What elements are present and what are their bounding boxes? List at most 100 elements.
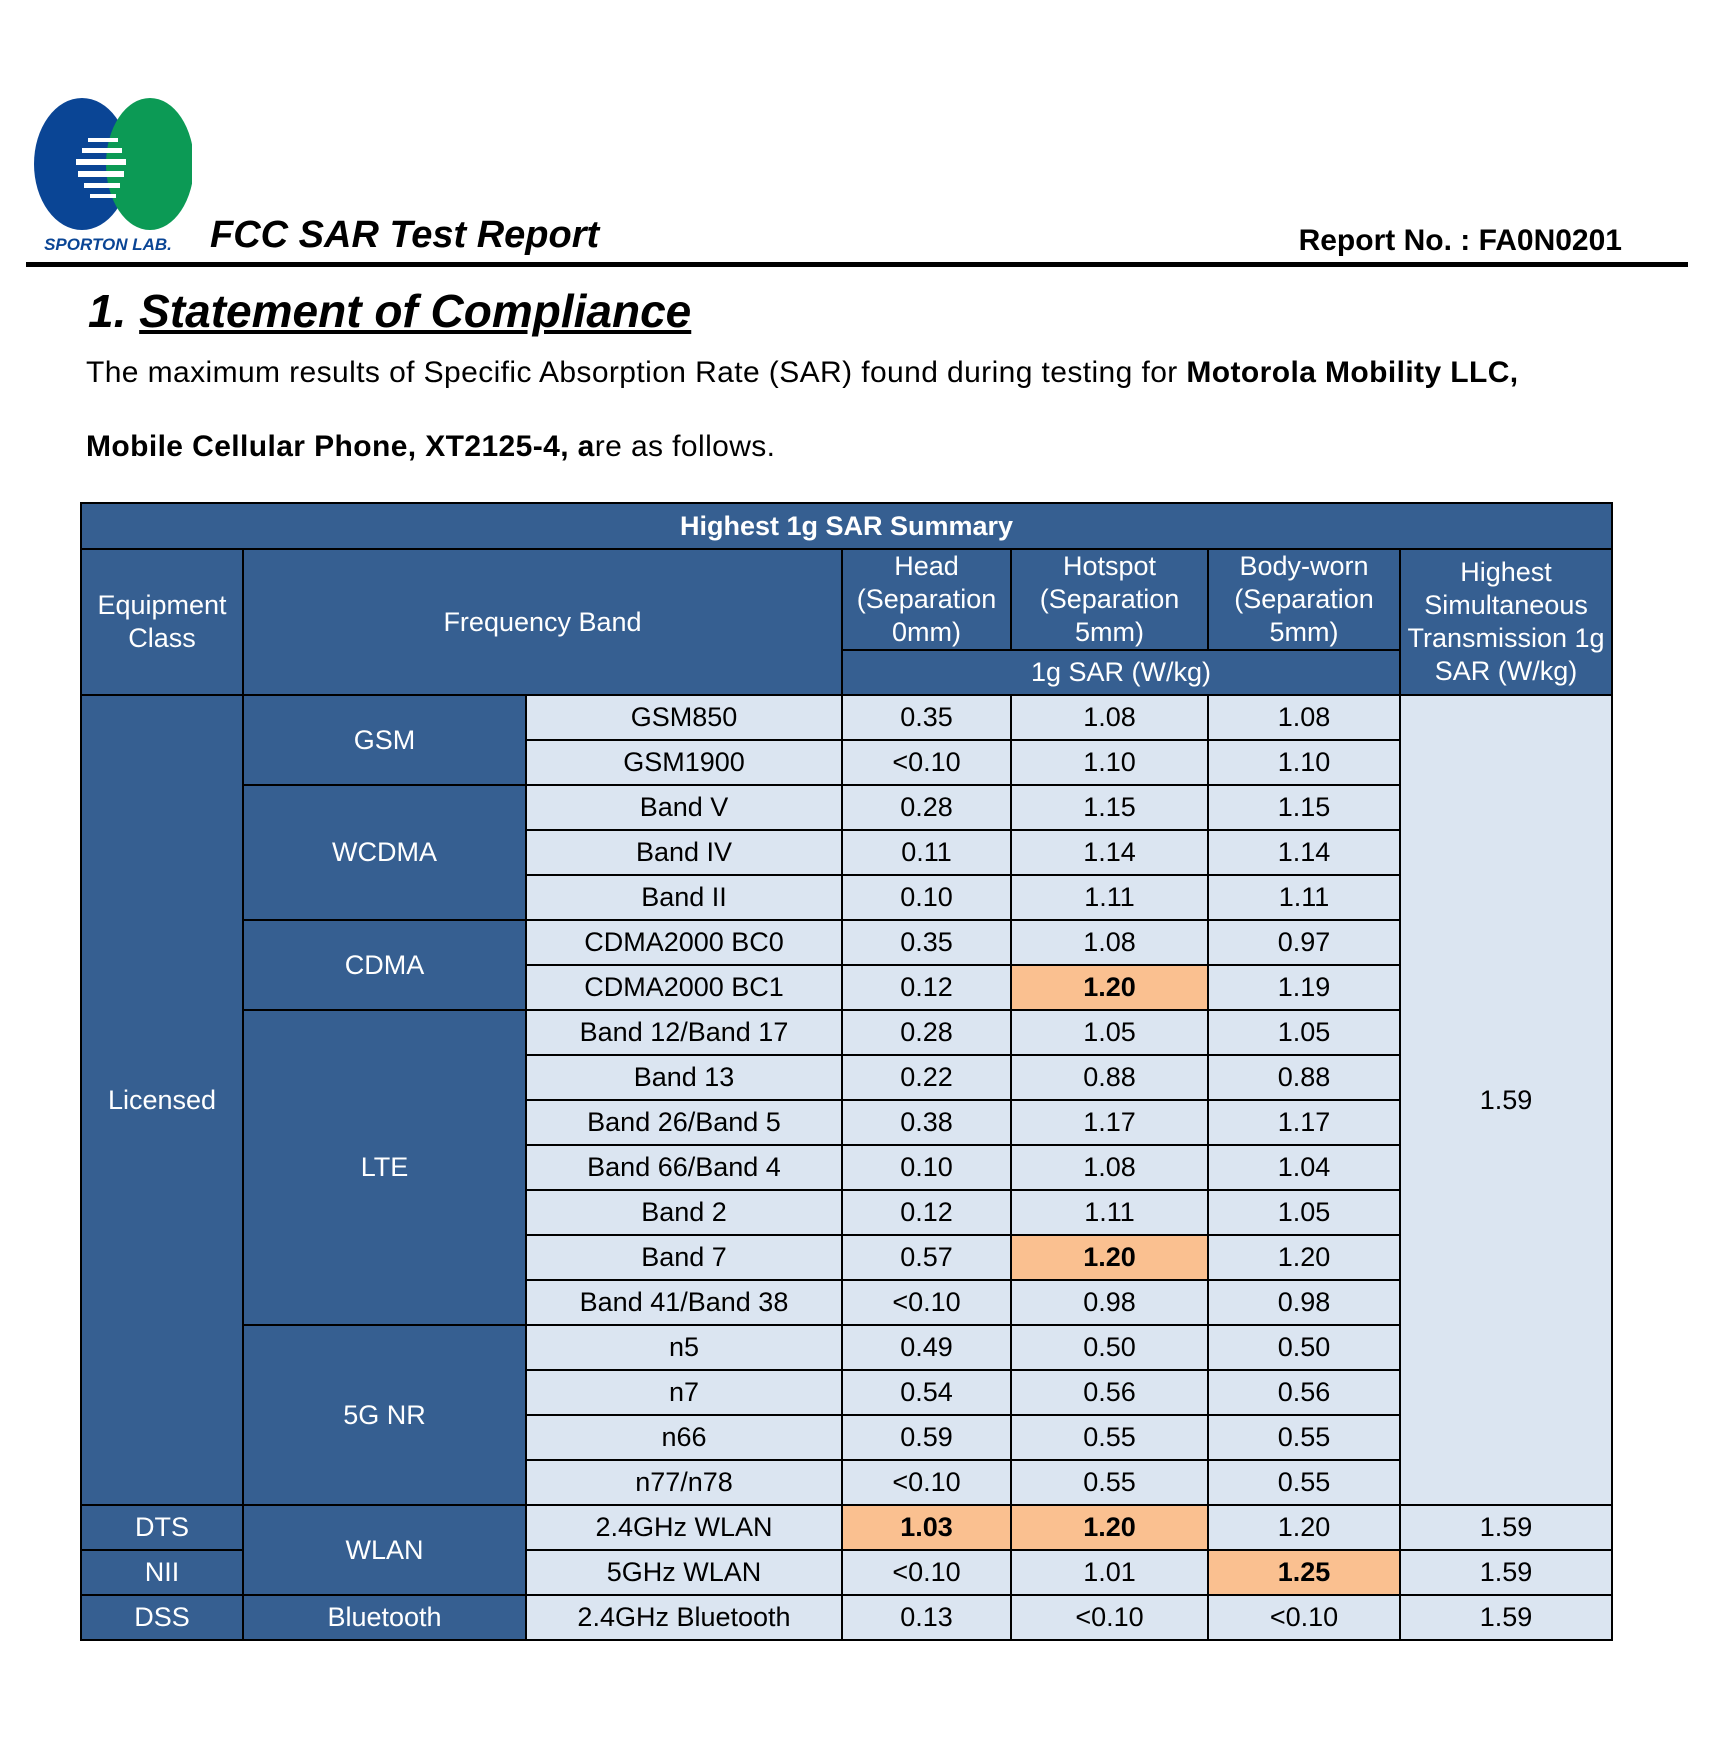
head-sar-cell: 0.28	[841, 784, 1012, 831]
intro-paragraph-line1: The maximum results of Specific Absorpti…	[86, 356, 1626, 390]
sporton-lab-logo: SPORTON LAB.	[32, 96, 194, 256]
band-cell: Band II	[525, 874, 843, 921]
head-sar-cell: 0.49	[841, 1324, 1012, 1371]
band-cell: 5GHz WLAN	[525, 1549, 843, 1596]
hotspot-sar-cell: 1.08	[1010, 694, 1209, 741]
band-cell: n7	[525, 1369, 843, 1416]
band-cell: 2.4GHz WLAN	[525, 1504, 843, 1551]
bodyworn-sar-cell: 1.17	[1207, 1099, 1401, 1146]
head-sar-cell: 0.35	[841, 919, 1012, 966]
head-sar-cell: <0.10	[841, 1279, 1012, 1326]
bodyworn-sar-cell: 1.15	[1207, 784, 1401, 831]
head-sar-cell: 0.38	[841, 1099, 1012, 1146]
class-nii: NII	[80, 1549, 244, 1596]
head-sar-cell: 0.28	[841, 1009, 1012, 1056]
bodyworn-sar-cell: 1.14	[1207, 829, 1401, 876]
band-cell: Band 12/Band 17	[525, 1009, 843, 1056]
bodyworn-sar-cell: 0.98	[1207, 1279, 1401, 1326]
group-cdma: CDMA	[242, 919, 527, 1011]
band-cell: Band 13	[525, 1054, 843, 1101]
head-sar-cell: 0.35	[841, 694, 1012, 741]
simultaneous-dts: 1.59	[1398, 1504, 1614, 1551]
head-sar-cell: 0.13	[841, 1594, 1012, 1641]
hotspot-sar-cell: 0.50	[1010, 1324, 1209, 1371]
section-number: 1.	[88, 285, 127, 337]
hotspot-sar-cell: 1.01	[1010, 1549, 1209, 1596]
bodyworn-sar-cell: 1.20	[1207, 1504, 1401, 1551]
class-licensed: Licensed	[80, 694, 244, 1506]
group-bluetooth: Bluetooth	[242, 1594, 527, 1641]
group-wlan: WLAN	[242, 1504, 527, 1596]
bodyworn-sar-cell: 1.08	[1207, 694, 1401, 741]
simultaneous-dss: 1.59	[1398, 1594, 1614, 1641]
sar-summary-table: Highest 1g SAR Summary Equipment Class F…	[79, 502, 1614, 1641]
band-cell: Band V	[525, 784, 843, 831]
band-cell: Band 66/Band 4	[525, 1144, 843, 1191]
bodyworn-sar-cell: 1.10	[1207, 739, 1401, 786]
band-cell: GSM850	[525, 694, 843, 741]
band-cell: Band IV	[525, 829, 843, 876]
head-sar-cell: 0.22	[841, 1054, 1012, 1101]
bodyworn-sar-cell: 0.55	[1207, 1459, 1401, 1506]
hotspot-sar-cell-highlighted: 1.20	[1010, 1504, 1209, 1551]
applicant-name: Motorola Mobility LLC,	[1186, 356, 1519, 389]
hotspot-sar-cell: 1.05	[1010, 1009, 1209, 1056]
band-cell: n77/n78	[525, 1459, 843, 1506]
intro-text: The maximum results of Specific Absorpti…	[86, 356, 1187, 389]
head-sar-cell: 0.57	[841, 1234, 1012, 1281]
hotspot-sar-cell: 1.15	[1010, 784, 1209, 831]
header-unit: 1g SAR (W/kg)	[841, 649, 1401, 696]
bodyworn-sar-cell: 1.11	[1207, 874, 1401, 921]
report-title: FCC SAR Test Report	[210, 214, 600, 256]
band-cell: n5	[525, 1324, 843, 1371]
hotspot-sar-cell: 0.88	[1010, 1054, 1209, 1101]
hotspot-sar-cell-highlighted: 1.20	[1010, 1234, 1209, 1281]
band-cell: Band 7	[525, 1234, 843, 1281]
band-cell: n66	[525, 1414, 843, 1461]
bodyworn-sar-cell: 0.97	[1207, 919, 1401, 966]
group-wcdma: WCDMA	[242, 784, 527, 921]
hotspot-sar-cell: 0.55	[1010, 1414, 1209, 1461]
simultaneous-nii: 1.59	[1398, 1549, 1614, 1596]
header-bodyworn: Body-worn (Separation 5mm)	[1207, 548, 1401, 651]
group-5g-nr: 5G NR	[242, 1324, 527, 1506]
hotspot-sar-cell: <0.10	[1010, 1594, 1209, 1641]
bodyworn-sar-cell: 1.20	[1207, 1234, 1401, 1281]
band-cell: GSM1900	[525, 739, 843, 786]
head-sar-cell: <0.10	[841, 1459, 1012, 1506]
band-cell: CDMA2000 BC1	[525, 964, 843, 1011]
hotspot-sar-cell: 1.11	[1010, 1189, 1209, 1236]
hotspot-sar-cell: 1.17	[1010, 1099, 1209, 1146]
band-cell: Band 2	[525, 1189, 843, 1236]
band-cell: CDMA2000 BC0	[525, 919, 843, 966]
section-heading: 1. Statement of Compliance	[88, 284, 691, 338]
hotspot-sar-cell: 0.55	[1010, 1459, 1209, 1506]
section-title: Statement of Compliance	[139, 285, 692, 337]
hotspot-sar-cell: 0.56	[1010, 1369, 1209, 1416]
head-sar-cell: 0.11	[841, 829, 1012, 876]
bodyworn-sar-cell-highlighted: 1.25	[1207, 1549, 1401, 1596]
class-dts: DTS	[80, 1504, 244, 1551]
head-sar-cell-highlighted: 1.03	[841, 1504, 1012, 1551]
head-sar-cell: <0.10	[841, 1549, 1012, 1596]
bodyworn-sar-cell: <0.10	[1207, 1594, 1401, 1641]
simultaneous-licensed: 1.59	[1398, 694, 1614, 1506]
hotspot-sar-cell: 1.11	[1010, 874, 1209, 921]
head-sar-cell: <0.10	[841, 739, 1012, 786]
bodyworn-sar-cell: 0.56	[1207, 1369, 1401, 1416]
header-hotspot: Hotspot (Separation 5mm)	[1010, 548, 1209, 651]
header-divider	[26, 262, 1688, 267]
bodyworn-sar-cell: 1.19	[1207, 964, 1401, 1011]
head-sar-cell: 0.59	[841, 1414, 1012, 1461]
head-sar-cell: 0.10	[841, 874, 1012, 921]
header-frequency-band: Frequency Band	[242, 548, 843, 696]
hotspot-sar-cell-highlighted: 1.20	[1010, 964, 1209, 1011]
hotspot-sar-cell: 1.14	[1010, 829, 1209, 876]
bodyworn-sar-cell: 1.05	[1207, 1009, 1401, 1056]
intro-text-end: re as follows.	[594, 430, 776, 463]
header-simultaneous: Highest Simultaneous Transmission 1g SAR…	[1398, 548, 1614, 696]
band-cell: Band 41/Band 38	[525, 1279, 843, 1326]
group-lte: LTE	[242, 1009, 527, 1326]
hotspot-sar-cell: 1.10	[1010, 739, 1209, 786]
group-gsm: GSM	[242, 694, 527, 786]
